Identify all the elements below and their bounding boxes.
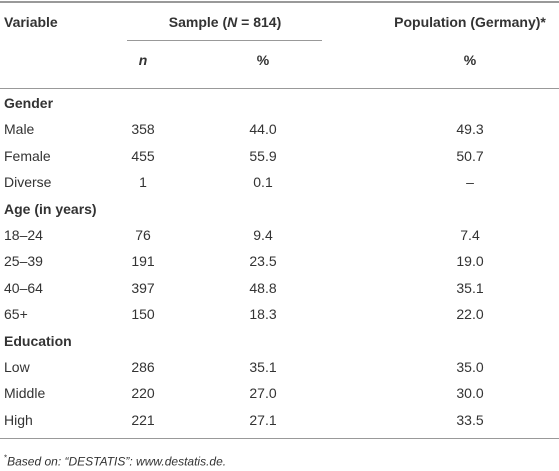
cell: 22.0 [456, 306, 484, 323]
cell: 0.1 [253, 174, 273, 191]
header-sample: Sample (N = 814) [169, 13, 281, 31]
row-label: High [4, 411, 33, 428]
row-label: 40–64 [4, 279, 43, 296]
cell: 220 [131, 385, 155, 402]
cell: 55.9 [249, 147, 277, 164]
section-title: Gender [4, 95, 54, 111]
header-bottom-rule [0, 88, 559, 89]
footnote-text: Based on: “DESTATIS”: www.destatis.de. [7, 454, 227, 469]
header-text: Sample ( [168, 14, 228, 30]
cell: 27.0 [249, 385, 277, 402]
cell: 455 [131, 147, 155, 164]
header-text: = 814) [237, 14, 282, 30]
section-title: Age (in years) [4, 200, 97, 217]
row-label: Low [4, 359, 30, 375]
row-label: Female [4, 147, 51, 164]
section-title: Education [4, 332, 72, 349]
cell: 35.1 [249, 359, 277, 375]
cell: 33.5 [456, 411, 484, 428]
cell: 221 [131, 411, 155, 428]
cell: 150 [131, 306, 155, 323]
cell: 358 [131, 121, 155, 138]
header-pct: % [463, 52, 477, 68]
header-population: Population (Germany)* [394, 14, 546, 30]
cell: 397 [131, 279, 155, 296]
cell: 30.0 [456, 385, 484, 402]
row-label: Male [4, 121, 35, 138]
cell: 50.7 [456, 147, 484, 164]
cell: 23.5 [249, 253, 277, 270]
cell: 7.4 [460, 227, 480, 243]
cell: 18.3 [249, 306, 277, 323]
bottom-rule [0, 438, 559, 439]
row-label: 65+ [4, 306, 28, 323]
cell: 44.0 [249, 121, 277, 138]
row-label: Middle [4, 385, 46, 402]
cell: 76 [135, 227, 151, 243]
cell: 48.8 [249, 279, 277, 296]
footnote-marker: * [4, 453, 8, 463]
header-n: n [138, 52, 148, 68]
cell: 49.3 [456, 121, 484, 138]
cell: 35.1 [456, 279, 484, 296]
cell: 1 [139, 174, 147, 191]
cell: 27.1 [249, 411, 277, 428]
header-rule [127, 40, 322, 41]
cell: 35.0 [456, 359, 484, 375]
footnote: *Based on: “DESTATIS”: www.destatis.de. [4, 450, 226, 471]
cell: 286 [131, 359, 155, 375]
row-label: 25–39 [4, 253, 43, 270]
cell: 19.0 [456, 253, 484, 270]
cell: 9.4 [253, 227, 273, 243]
cell: – [466, 174, 474, 191]
header-text: N [227, 14, 238, 30]
top-rule [0, 1, 559, 3]
cell: 191 [131, 253, 155, 270]
header-variable: Variable [4, 14, 58, 30]
row-label: 18–24 [4, 227, 43, 243]
row-label: Diverse [4, 174, 52, 191]
header-pct: % [256, 52, 270, 68]
